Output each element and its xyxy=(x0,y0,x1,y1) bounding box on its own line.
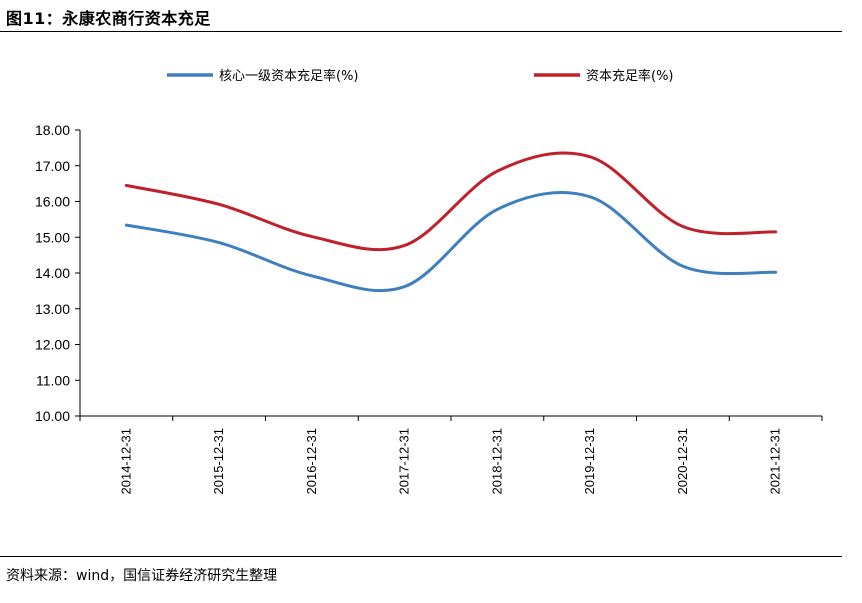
series-line-0 xyxy=(124,191,778,293)
source-note: 资料来源：wind，国信证券经济研究生整理 xyxy=(6,568,278,584)
x-axis-ticks: 2014-12-31 2015-12-31 2016-12-31 2017-12-31… xyxy=(79,416,823,495)
y-tick-label: 11.00 xyxy=(36,372,70,388)
bottom-rule xyxy=(0,556,842,557)
y-tick-label: 10.00 xyxy=(35,408,70,424)
y-tick-label: 13.00 xyxy=(35,301,70,317)
x-tick-label: 2018-12-31 xyxy=(489,428,504,495)
top-rule xyxy=(0,31,842,32)
x-tick-label: 2021-12-31 xyxy=(768,428,783,495)
series-line-1 xyxy=(124,151,778,252)
x-tick-label: 2017-12-31 xyxy=(397,428,412,495)
y-tick-label: 18.00 xyxy=(35,122,70,138)
x-tick-label: 2019-12-31 xyxy=(582,428,597,495)
line-chart: 核心一级资本充足率(%) 资本充足率(%) 10.00 11.00 12.00 13.0… xyxy=(35,68,823,495)
x-tick-label: 2014-12-31 xyxy=(118,428,133,495)
series-lines xyxy=(124,151,778,293)
y-axis-ticks: 10.00 11.00 12.00 13.00 14.00 15.00 16.00 17.00… xyxy=(35,122,80,424)
y-tick-label: 12.00 xyxy=(35,337,70,353)
x-tick-label: 2016-12-31 xyxy=(304,428,319,495)
legend-label-1: 资本充足率(%) xyxy=(586,68,674,84)
legend-label-0: 核心一级资本充足率(%) xyxy=(219,68,359,84)
legend: 核心一级资本充足率(%) 资本充足率(%) xyxy=(167,68,674,84)
figure-title: 图11：永康农商行资本充足 xyxy=(6,9,211,28)
y-tick-label: 16.00 xyxy=(35,194,70,210)
x-tick-label: 2020-12-31 xyxy=(675,428,690,495)
y-tick-label: 15.00 xyxy=(35,229,70,245)
x-tick-label: 2015-12-31 xyxy=(211,428,226,495)
y-tick-label: 14.00 xyxy=(35,265,70,281)
y-tick-label: 17.00 xyxy=(35,158,70,174)
